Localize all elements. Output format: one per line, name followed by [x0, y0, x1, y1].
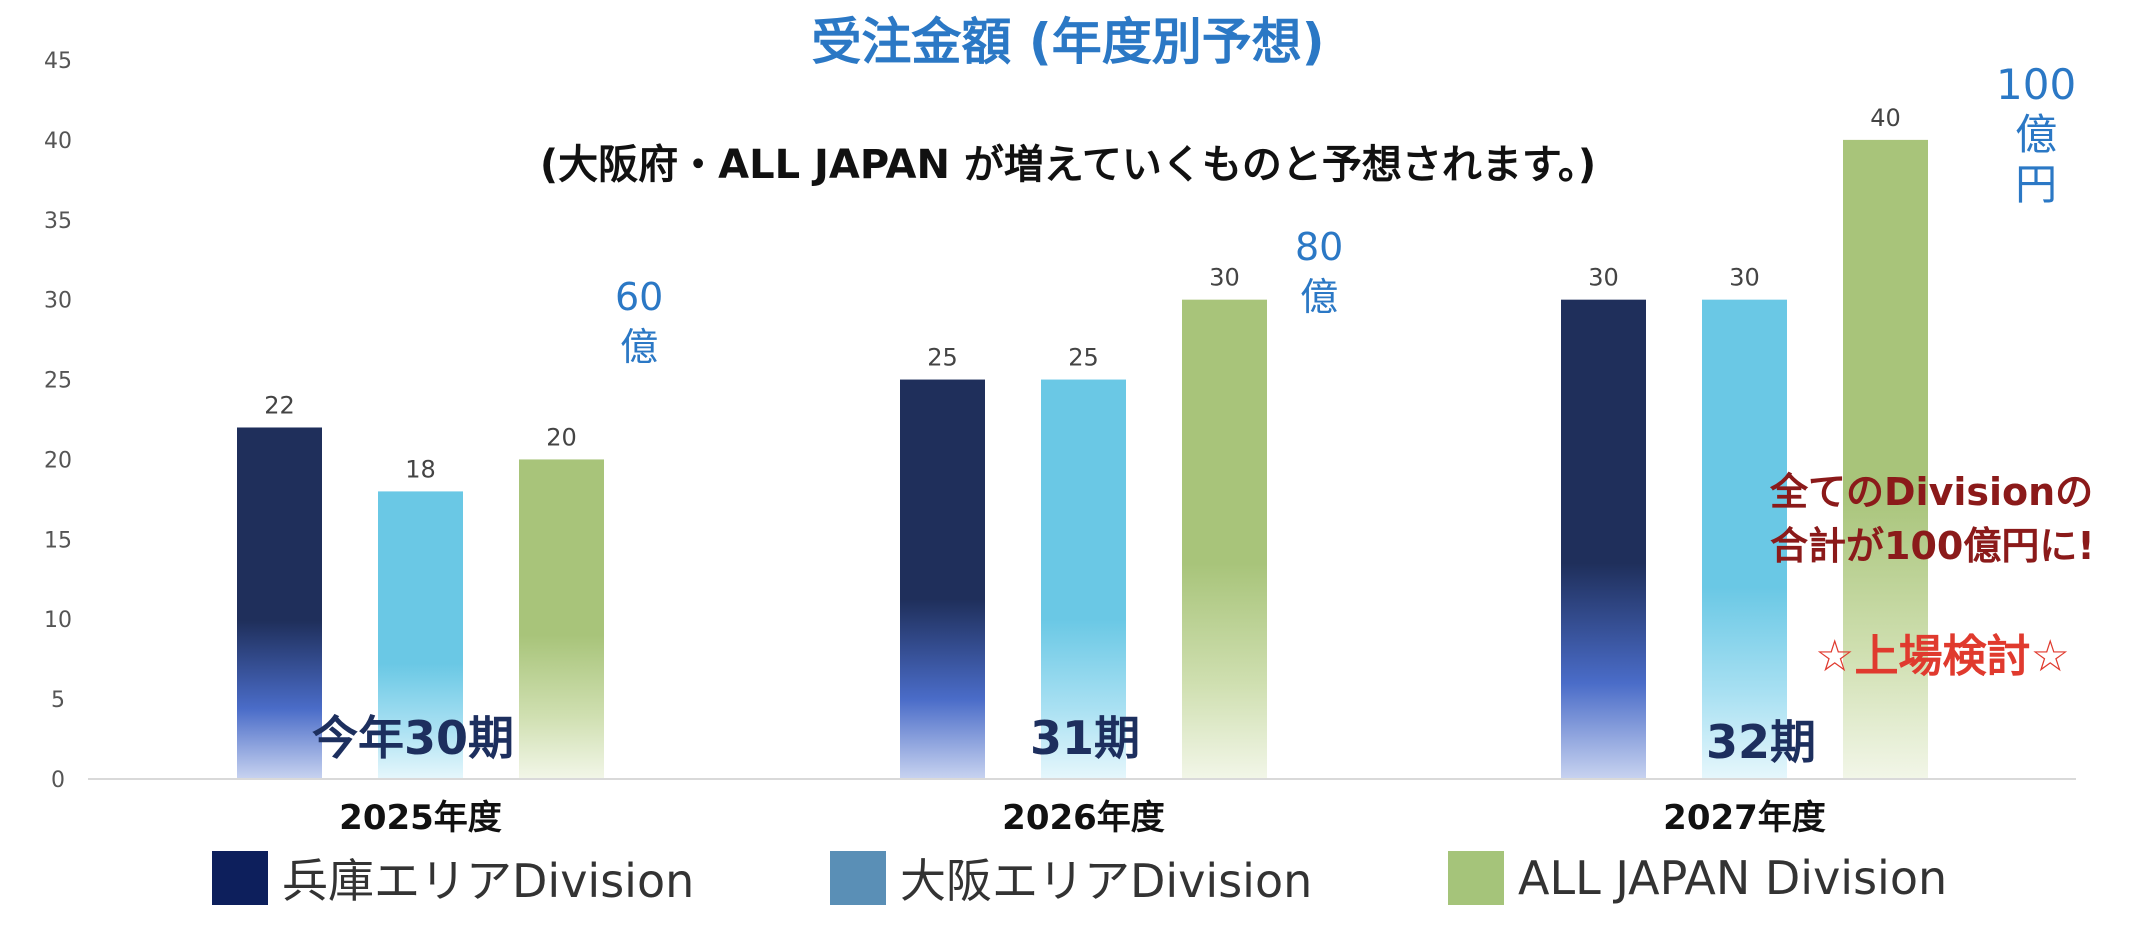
- legend-item-all-japan: ALL JAPAN Division: [1448, 850, 1947, 906]
- data-label: 30: [1729, 264, 1760, 292]
- y-tick-label: 0: [51, 768, 65, 793]
- y-tick-label: 25: [44, 369, 72, 394]
- x-tick-label: 2026年度: [1002, 798, 1165, 838]
- data-label: 30: [1209, 264, 1240, 292]
- y-tick-label: 5: [51, 688, 65, 713]
- period-label-2026: 31期: [1030, 711, 1141, 765]
- legend-swatch-all-japan: [1448, 851, 1504, 905]
- total-unit-2027: 億: [2015, 110, 2058, 159]
- bar-2025年度-2: [378, 491, 463, 779]
- legend-label-osaka: 大阪エリアDivision: [900, 854, 1313, 908]
- chart-title: 受注金額 (年度別予想): [811, 13, 1325, 71]
- bar-2025年度-3: [519, 459, 604, 779]
- listing-note: ☆上場検討☆: [1815, 631, 2070, 682]
- data-label: 20: [546, 423, 577, 451]
- bar-2025年度-1: [237, 427, 322, 779]
- y-tick-label: 35: [44, 209, 72, 234]
- total-unit2-2027: 円: [2015, 160, 2058, 209]
- bar-2027年度-2: [1702, 299, 1787, 779]
- legend-item-osaka: 大阪エリアDivision: [830, 850, 1312, 908]
- total-number-2025: 60: [615, 275, 664, 319]
- legend-swatch-hyogo: [212, 851, 268, 905]
- chart-subtitle: (大阪府・ALL JAPAN が増えていくものと予想されます。): [539, 142, 1597, 188]
- total-annotation-2025: 60 億: [615, 272, 663, 372]
- y-tick-label: 15: [44, 528, 72, 553]
- data-label: 22: [264, 391, 295, 419]
- bar-2027年度-1: [1561, 299, 1646, 779]
- data-label: 40: [1870, 104, 1901, 132]
- y-tick-label: 30: [44, 289, 72, 314]
- total-number-2027: 100: [1996, 60, 2077, 109]
- total-annotation-2027: 100 億 円: [1996, 60, 2076, 210]
- data-label: 25: [927, 344, 958, 372]
- legend-label-all-japan: ALL JAPAN Division: [1518, 851, 1948, 905]
- y-tick-label: 40: [44, 129, 72, 154]
- total-number-2026: 80: [1295, 225, 1344, 269]
- total-annotation-2026: 80 億: [1295, 222, 1343, 322]
- period-label-2027: 32期: [1706, 715, 1817, 769]
- total-note: 全てのDivisionの 合計が100億円に!: [1770, 465, 2095, 573]
- y-tick-label: 20: [44, 448, 72, 473]
- data-label: 30: [1588, 264, 1619, 292]
- bar-2027年度-3: [1843, 139, 1928, 779]
- y-tick-label: 45: [44, 49, 72, 74]
- y-tick-label: 10: [44, 608, 72, 633]
- total-unit-2025: 億: [620, 325, 659, 369]
- total-unit-2026: 億: [1300, 275, 1339, 319]
- bar-2026年度-2: [1041, 379, 1126, 779]
- legend-label-hyogo: 兵庫エリアDivision: [282, 854, 695, 908]
- bar-2026年度-3: [1182, 299, 1267, 779]
- data-label: 25: [1068, 344, 1099, 372]
- legend-item-hyogo: 兵庫エリアDivision: [212, 850, 694, 908]
- total-note-line2: 合計が100億円に!: [1770, 524, 2095, 568]
- period-label-2025: 今年30期: [312, 711, 515, 765]
- x-tick-label: 2027年度: [1663, 798, 1826, 838]
- bar-2026年度-1: [900, 379, 985, 779]
- legend-swatch-osaka: [830, 851, 886, 905]
- x-tick-label: 2025年度: [339, 798, 502, 838]
- data-label: 18: [405, 455, 436, 483]
- total-note-line1: 全てのDivisionの: [1770, 470, 2094, 514]
